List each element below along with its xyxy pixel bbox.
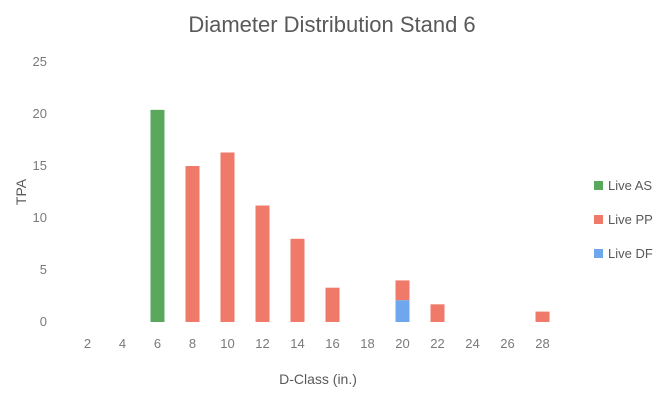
bar-live-pp-14 <box>290 238 305 322</box>
legend-label: Live AS <box>608 178 652 193</box>
plot-area <box>150 109 550 322</box>
x-tick-label: 16 <box>325 336 339 351</box>
legend-swatch <box>594 215 603 224</box>
bar-live-pp-8 <box>185 166 200 322</box>
x-tick-label: 18 <box>360 336 374 351</box>
legend-swatch <box>594 249 603 258</box>
x-tick-label: 12 <box>255 336 269 351</box>
bar-live-pp-22 <box>430 304 445 322</box>
y-tick-label: 20 <box>33 106 47 121</box>
bar-live-pp-28 <box>535 311 550 322</box>
x-tick-label: 2 <box>84 336 91 351</box>
bar-live-pp-10 <box>220 152 235 322</box>
y-tick-label: 10 <box>33 210 47 225</box>
x-tick-label: 28 <box>535 336 549 351</box>
x-tick-label: 20 <box>395 336 409 351</box>
bar-live-df-20 <box>395 300 410 322</box>
y-tick-label: 5 <box>40 262 47 277</box>
x-tick-label: 22 <box>430 336 444 351</box>
legend-label: Live PP <box>608 212 653 227</box>
x-tick-label: 4 <box>119 336 126 351</box>
x-tick-label: 26 <box>500 336 514 351</box>
legend: Live AS Live PP Live DF <box>594 178 653 261</box>
x-tick-label: 6 <box>154 336 161 351</box>
bar-live-pp-20 <box>395 280 410 301</box>
y-tick-label: 15 <box>33 158 47 173</box>
x-tick-label: 10 <box>220 336 234 351</box>
chart-title: Diameter Distribution Stand 6 <box>188 12 475 37</box>
x-tick-label: 8 <box>189 336 196 351</box>
y-axis: 0 5 10 15 20 25 <box>33 54 47 329</box>
y-tick-label: 0 <box>40 314 47 329</box>
legend-swatch <box>594 181 603 190</box>
y-axis-title: TPA <box>13 178 29 205</box>
y-tick-label: 25 <box>33 54 47 69</box>
bar-live-pp-12 <box>255 205 270 322</box>
bar-live-pp-16 <box>325 287 340 322</box>
legend-label: Live DF <box>608 246 653 261</box>
x-axis: 2 4 6 8 10 12 14 16 18 20 22 24 26 28 <box>84 336 550 351</box>
x-axis-title: D-Class (in.) <box>279 371 357 387</box>
x-tick-label: 14 <box>290 336 304 351</box>
bar-live-as-6 <box>150 109 165 322</box>
x-tick-label: 24 <box>465 336 479 351</box>
